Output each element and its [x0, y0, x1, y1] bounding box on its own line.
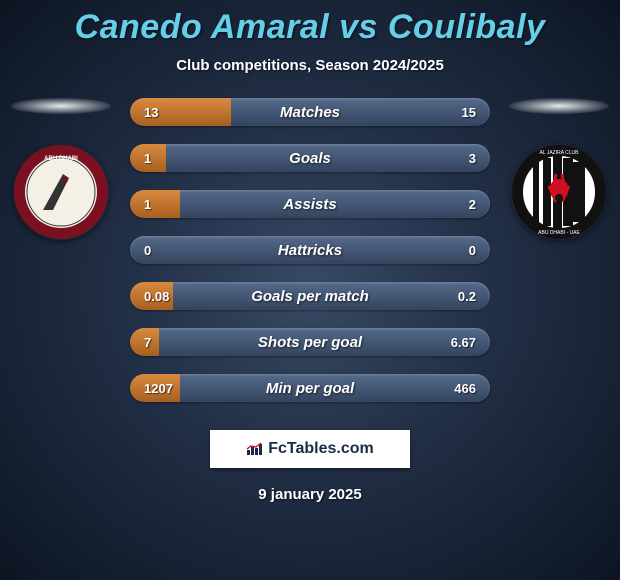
- brand-text: FcTables.com: [268, 440, 374, 458]
- crest-icon: ABU DHABI - UAE AL JAZIRA CLUB: [511, 144, 607, 240]
- svg-text:ABU DHABI - UAE: ABU DHABI - UAE: [538, 230, 580, 236]
- page-title: Canedo Amaral vs Coulibaly: [0, 0, 620, 47]
- crest-icon: ABU DHABI: [13, 144, 109, 240]
- stat-bar: 0.080.2Goals per match: [130, 282, 490, 310]
- comparison-infographic: Canedo Amaral vs Coulibaly Club competit…: [0, 0, 620, 580]
- shadow-ellipse: [11, 98, 111, 114]
- stat-label: Min per goal: [130, 374, 490, 402]
- right-club-crest: ABU DHABI - UAE AL JAZIRA CLUB: [511, 144, 607, 240]
- stat-label: Shots per goal: [130, 328, 490, 356]
- stat-bars: 1315Matches 13Goals 12Assists 00Hattricks 0.…: [130, 98, 490, 402]
- stat-bar: 1207466Min per goal: [130, 374, 490, 402]
- content: ABU DHABI: [0, 98, 620, 402]
- brand-badge[interactable]: FcTables.com: [210, 430, 410, 468]
- stat-label: Goals per match: [130, 282, 490, 310]
- stat-bar: 00Hattricks: [130, 236, 490, 264]
- right-player-column: ABU DHABI - UAE AL JAZIRA CLUB: [504, 98, 614, 240]
- stat-label: Goals: [130, 144, 490, 172]
- stat-label: Assists: [130, 190, 490, 218]
- stat-label: Hattricks: [130, 236, 490, 264]
- left-player-column: ABU DHABI: [6, 98, 116, 240]
- chart-icon: [246, 442, 264, 456]
- left-club-crest: ABU DHABI: [13, 144, 109, 240]
- stat-bar: 1315Matches: [130, 98, 490, 126]
- stat-bar: 76.67Shots per goal: [130, 328, 490, 356]
- svg-text:ABU DHABI: ABU DHABI: [44, 156, 78, 162]
- stat-bar: 12Assists: [130, 190, 490, 218]
- subtitle: Club competitions, Season 2024/2025: [0, 57, 620, 74]
- shadow-ellipse: [509, 98, 609, 114]
- svg-text:AL JAZIRA CLUB: AL JAZIRA CLUB: [540, 150, 580, 156]
- stat-bar: 13Goals: [130, 144, 490, 172]
- stat-label: Matches: [130, 98, 490, 126]
- date: 9 january 2025: [0, 486, 620, 503]
